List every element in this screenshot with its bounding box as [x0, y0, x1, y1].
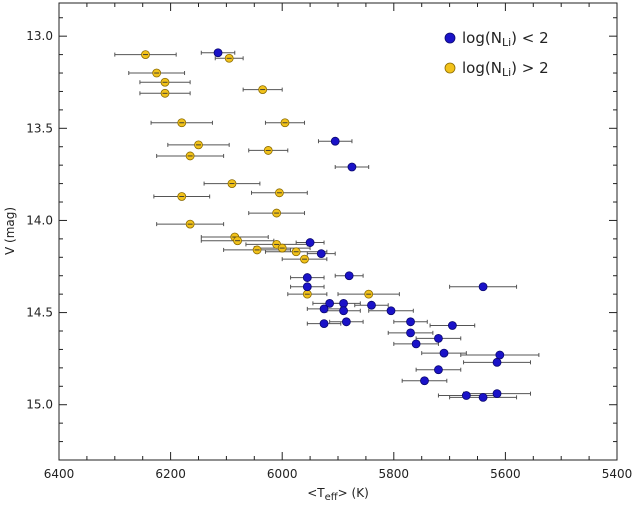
data-point [347, 162, 357, 172]
legend-marker [444, 32, 456, 44]
legend-label: log(NLi) > 2 [462, 59, 549, 79]
data-point [319, 319, 329, 329]
data-point [492, 357, 502, 367]
data-point [213, 48, 223, 58]
legend-marker [444, 62, 456, 74]
data-point [447, 321, 457, 330]
data-point [344, 271, 354, 281]
data-point [339, 298, 348, 308]
data-point [302, 273, 312, 282]
data-point [411, 339, 421, 349]
data-point [325, 298, 335, 308]
x-tick-label: 5800 [379, 467, 410, 481]
data-point [406, 328, 415, 338]
legend: log(NLi) < 2 log(NLi) > 2 [444, 29, 549, 79]
y-tick-label: 14.5 [26, 306, 53, 320]
data-point [406, 317, 415, 327]
data-point [319, 304, 329, 314]
data-point [302, 282, 312, 292]
data-point [434, 365, 443, 375]
data-point [461, 391, 471, 400]
data-point [341, 317, 351, 327]
x-tick-label: 6200 [155, 467, 186, 481]
x-tick-label: 6000 [267, 467, 298, 481]
y-tick-label: 13.5 [26, 121, 53, 135]
data-point [386, 306, 396, 316]
x-tick-label: 5400 [602, 467, 633, 481]
y-axis-label: V (mag) [3, 207, 17, 255]
data-point [495, 350, 505, 360]
y-axis-ticks: 13.0 13.5 14.0 14.5 15.0 [26, 17, 617, 461]
data-point [420, 376, 429, 386]
data-point [339, 306, 348, 316]
data-point [316, 249, 326, 259]
data-point [367, 300, 376, 310]
y-tick-label: 13.0 [26, 29, 53, 43]
data-point [492, 389, 502, 399]
data-point [434, 333, 443, 343]
x-tick-label: 6400 [44, 467, 75, 481]
x-axis-label: <Teff> (K) [307, 486, 369, 503]
legend-label: log(NLi) < 2 [462, 29, 549, 49]
x-axis-ticks: 6400 6200 6000 5800 5600 5400 [44, 3, 633, 481]
data-point [305, 238, 315, 247]
data-points [141, 48, 505, 402]
data-point [330, 136, 340, 146]
data-point [439, 348, 449, 358]
x-tick-label: 5600 [490, 467, 521, 481]
y-tick-label: 14.0 [26, 213, 53, 227]
data-point [478, 282, 488, 292]
error-bars [114, 50, 540, 400]
data-point [478, 392, 488, 402]
y-tick-label: 15.0 [26, 398, 53, 412]
